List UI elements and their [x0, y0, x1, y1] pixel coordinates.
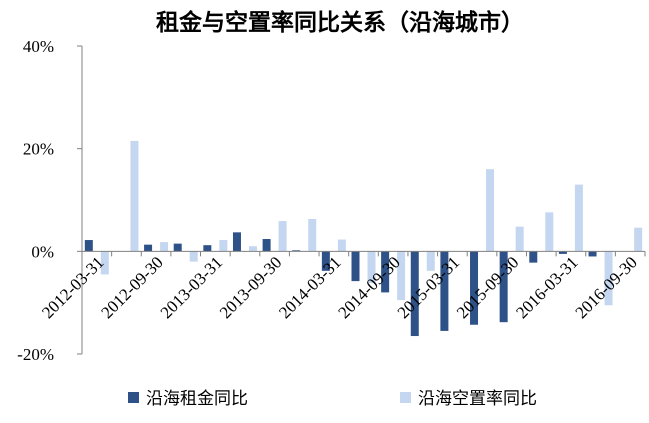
bar [84, 240, 93, 252]
bar [160, 242, 169, 252]
legend-label: 沿海租金同比 [146, 389, 248, 409]
legend-label: 沿海空置率同比 [418, 389, 537, 409]
legend-swatch [128, 392, 139, 403]
y-tick-label: 0% [31, 242, 54, 261]
y-tick-label: -20% [17, 345, 54, 364]
bar [337, 239, 346, 252]
bar [426, 251, 435, 271]
x-tick-label: 2013-09-30 [216, 253, 286, 323]
bar [173, 243, 182, 252]
x-tick-label: 2014-03-31 [275, 253, 345, 323]
bar [321, 251, 330, 271]
bar [545, 212, 554, 252]
y-tick-label: 40% [23, 37, 54, 56]
bar [262, 239, 271, 252]
bar [574, 184, 583, 252]
bar [381, 251, 390, 293]
bar [440, 251, 449, 331]
bar [515, 226, 524, 252]
bar [219, 240, 228, 252]
bar [558, 251, 567, 254]
bar [604, 251, 613, 306]
bar [397, 251, 406, 301]
x-tick-label: 2016-03-31 [512, 253, 582, 323]
bar [144, 244, 153, 252]
chart-title: 租金与空置率同比关系（沿海城市） [156, 9, 524, 36]
bar [292, 250, 301, 252]
bar [203, 245, 212, 252]
bar [410, 251, 419, 337]
bar [634, 227, 643, 252]
bar [232, 232, 241, 252]
bar [367, 251, 376, 284]
bar [189, 251, 198, 262]
x-tick-label: 2012-03-31 [38, 253, 108, 323]
x-tick-label: 2013-03-31 [157, 253, 227, 323]
bar [130, 140, 139, 252]
bar [248, 246, 257, 252]
bar [486, 169, 495, 252]
bar [351, 251, 360, 282]
legend-swatch [400, 392, 411, 403]
y-tick-label: 20% [23, 140, 54, 159]
bar [588, 251, 597, 257]
x-tick-label: 2015-09-30 [453, 253, 523, 323]
bar [529, 251, 538, 263]
bar [499, 251, 508, 323]
bar [470, 251, 479, 325]
bar [278, 221, 287, 252]
bar [100, 251, 109, 275]
bar [308, 218, 317, 252]
